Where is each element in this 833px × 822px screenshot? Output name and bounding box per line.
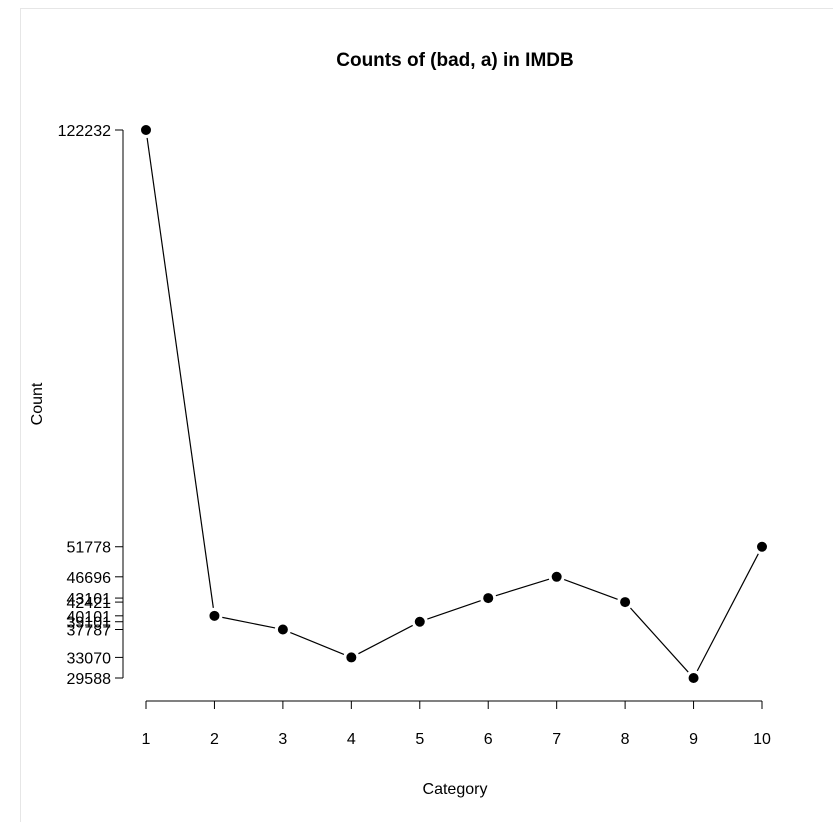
- series-segment: [696, 553, 759, 672]
- x-tick-label: 8: [621, 731, 630, 748]
- x-tick-label: 2: [210, 731, 219, 748]
- x-tick-label: 7: [552, 731, 561, 748]
- series-segment: [146, 137, 214, 608]
- data-point: [757, 541, 767, 552]
- series-segment: [222, 616, 276, 629]
- data-point: [141, 125, 151, 135]
- x-tick-label: 10: [753, 731, 771, 748]
- y-tick-label: 46696: [67, 570, 112, 587]
- chart-frame: [20, 8, 833, 822]
- x-tick-label: 9: [689, 731, 698, 748]
- data-point: [346, 652, 357, 663]
- series-segment: [358, 624, 413, 655]
- x-axis-label: Category: [423, 781, 488, 798]
- y-tick-label: 29588: [67, 671, 112, 688]
- y-tick-label: 43101: [67, 591, 112, 608]
- y-tick-label: 122232: [58, 123, 111, 140]
- x-tick-label: 1: [142, 731, 151, 748]
- y-tick-label: 39101: [67, 615, 112, 632]
- series-segment: [427, 600, 481, 620]
- data-points: [141, 125, 767, 683]
- x-tick-label: 3: [278, 731, 287, 748]
- axes: 1 2 3 4 5 6 7 8 9 10 122232 51778 46696 4310142421401…: [58, 123, 771, 748]
- series-segment: [630, 607, 689, 673]
- x-tick-label: 4: [347, 731, 356, 748]
- series-segment: [290, 631, 345, 655]
- y-tick-label: 42421: [67, 595, 112, 612]
- y-tick-label: 33070: [67, 650, 112, 667]
- data-point: [209, 610, 220, 621]
- y-axis-label: Count: [29, 382, 46, 425]
- data-point: [277, 624, 288, 635]
- y-tick-label: 40101: [67, 609, 112, 626]
- series: [146, 137, 759, 673]
- data-point: [620, 597, 631, 608]
- x-tick-label: 5: [415, 731, 424, 748]
- y-tick-label: 51778: [67, 540, 112, 557]
- series-segment: [563, 579, 618, 600]
- series-segment: [495, 578, 550, 597]
- data-point: [483, 593, 494, 604]
- data-point: [551, 571, 562, 582]
- chart-title: Counts of (bad, a) in IMDB: [336, 50, 573, 71]
- y-tick-label: 37787: [67, 623, 112, 640]
- x-tick-label: 6: [484, 731, 493, 748]
- data-point: [414, 616, 425, 627]
- data-point: [688, 673, 699, 683]
